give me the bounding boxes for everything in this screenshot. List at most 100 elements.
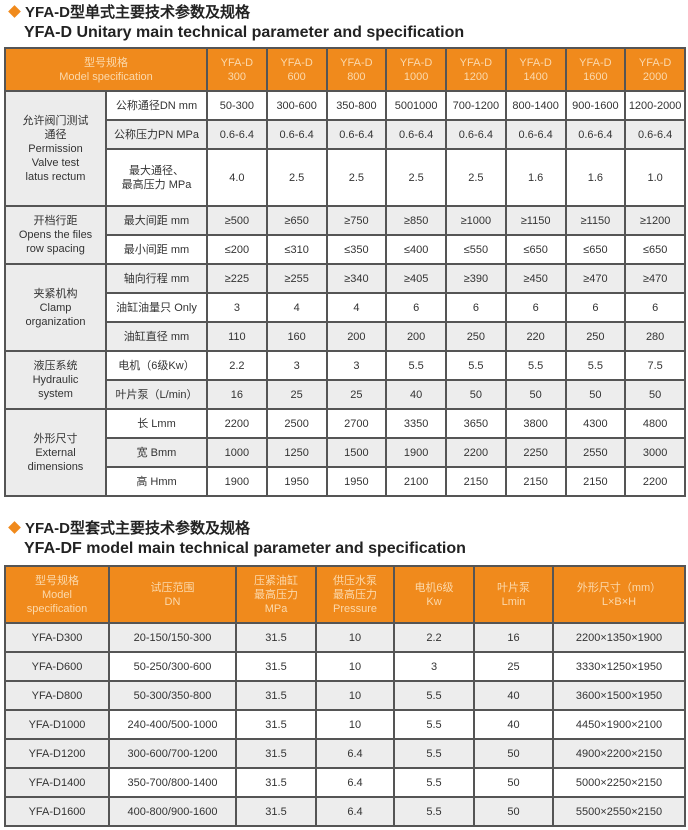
value-cell: ≤400 xyxy=(385,234,447,265)
value-cell: 0.6-6.4 xyxy=(504,119,567,150)
value-cell: ≤350 xyxy=(325,234,388,265)
value-cell: 800-1400 xyxy=(504,90,567,121)
value-cell: 2700 xyxy=(325,408,388,439)
value-cell: 3330×1250×1950 xyxy=(552,651,686,682)
value-cell: 1950 xyxy=(265,466,328,497)
value-cell: 50 xyxy=(504,379,567,410)
model-header: YFA-D 1600 xyxy=(564,47,627,92)
value-cell: ≥1150 xyxy=(564,205,627,236)
model-cell: YFA-D1000 xyxy=(4,709,110,740)
value-cell: 700-1200 xyxy=(445,90,507,121)
value-cell: 240-400/500-1000 xyxy=(108,709,237,740)
cell-text-line: 开档行距 xyxy=(33,215,78,227)
group-label: 允许阀门测试 通径 Permission Valve test latus rectum xyxy=(4,90,107,207)
value-cell: 3 xyxy=(393,651,475,682)
cell-text-line: system xyxy=(38,388,73,400)
cell-text-line: 长 Lmm xyxy=(137,417,176,430)
value-cell: 50-300 xyxy=(206,90,268,121)
model-cell: YFA-D600 xyxy=(4,651,110,682)
value-cell: 2500 xyxy=(265,408,328,439)
cell-text-line: 供压水泵 xyxy=(333,574,377,587)
model-header: YFA-D 1000 xyxy=(385,47,447,92)
value-cell: 25 xyxy=(473,651,554,682)
value-cell: 220 xyxy=(504,321,567,352)
diamond-bullet-icon xyxy=(8,5,21,18)
value-cell: ≤650 xyxy=(504,234,567,265)
param-label: 油缸直径 mm xyxy=(105,321,208,352)
value-cell: 50-250/300-600 xyxy=(108,651,237,682)
model-cell: YFA-D1400 xyxy=(4,767,110,798)
value-cell: 5001000 xyxy=(385,90,447,121)
value-cell: 1900 xyxy=(385,437,447,468)
value-cell: 3800 xyxy=(504,408,567,439)
value-cell: ≥450 xyxy=(504,263,567,294)
value-cell: 350-800 xyxy=(325,90,388,121)
cell-text-line: 油缸油量只 Only xyxy=(116,301,197,314)
cell-text-line: 叶片泵 xyxy=(497,581,530,594)
value-cell: 4800 xyxy=(624,408,686,439)
table-row: 开档行距 Opens the files row spacing 最大间距 mm ≥50… xyxy=(4,205,686,265)
table-row: 夹紧机构 Clamp organization 轴向行程 mm ≥225 ≥255 ≥340… xyxy=(4,263,686,352)
param-label: 最小间距 mm xyxy=(105,234,208,265)
model-cell: YFA-D1200 xyxy=(4,738,110,769)
cell-text-line: 电机（6级Kw） xyxy=(118,359,195,372)
value-cell: 200 xyxy=(325,321,388,352)
value-cell: 7.5 xyxy=(624,350,686,381)
value-cell: 1900 xyxy=(206,466,268,497)
cell-text-line: 2000 xyxy=(642,70,668,83)
value-cell: 2.2 xyxy=(206,350,268,381)
model-header: YFA-D 300 xyxy=(206,47,268,92)
value-cell: 6.4 xyxy=(315,796,395,827)
cell-text-line: 最高压力 xyxy=(254,588,298,601)
value-cell: 50 xyxy=(473,738,554,769)
value-cell: ≥390 xyxy=(445,263,507,294)
value-cell: 25 xyxy=(265,379,328,410)
param-label: 最大间距 mm xyxy=(105,205,208,236)
cell-text-line: L×B×H xyxy=(601,595,637,608)
model-header: YFA-D 1200 xyxy=(445,47,507,92)
cell-text-line: MPa xyxy=(264,602,288,615)
value-cell: 1200-2000 xyxy=(624,90,686,121)
value-cell: 1250 xyxy=(265,437,328,468)
value-cell: 5.5 xyxy=(393,796,475,827)
param-label: 最大通径、 最高压力 MPa xyxy=(105,148,208,207)
value-cell: 2250 xyxy=(504,437,567,468)
cell-text-line: 800 xyxy=(347,70,366,83)
value-cell: 2150 xyxy=(445,466,507,497)
value-cell: 10 xyxy=(315,709,395,740)
cell-text-line: organization xyxy=(25,315,86,328)
table-row: YFA-D1000 240-400/500-1000 31.5 10 5.5 40 4450… xyxy=(4,709,686,740)
value-cell: 0.6-6.4 xyxy=(265,119,328,150)
value-cell: ≥650 xyxy=(265,205,328,236)
model-cell: YFA-D1600 xyxy=(4,796,110,827)
value-cell: 5.5 xyxy=(445,350,507,381)
group-label: 开档行距 Opens the files row spacing xyxy=(4,205,107,265)
table-row: YFA-D1600 400-800/900-1600 31.5 6.4 5.5 50 550… xyxy=(4,796,686,827)
cell-text-line: Kw xyxy=(426,595,442,608)
value-cell: 31.5 xyxy=(235,651,317,682)
value-cell: 6 xyxy=(445,292,507,323)
value-cell: 5.5 xyxy=(504,350,567,381)
cell-text-line: 外形尺寸（mm） xyxy=(576,581,662,594)
cell-text-line: External xyxy=(35,446,76,459)
value-cell: ≥850 xyxy=(385,205,447,236)
cell-text-line: YFA-D xyxy=(638,56,672,69)
table-row: 液压系统 Hydraulic system 电机（6级Kw） 2.2 3 3 5.5 5.5 5.… xyxy=(4,350,686,410)
title-text: YFA-D型单式主要技术参数及规格 xyxy=(25,4,251,21)
value-cell: 5.5 xyxy=(564,350,627,381)
value-cell: 300-600/700-1200 xyxy=(108,738,237,769)
value-cell: 50 xyxy=(473,796,554,827)
value-cell: 40 xyxy=(473,709,554,740)
value-cell: 31.5 xyxy=(235,709,317,740)
value-cell: 350-700/800-1400 xyxy=(108,767,237,798)
cell-text-line: DN xyxy=(164,595,181,608)
value-cell: 2.5 xyxy=(385,148,447,207)
cell-text-line: 高 Hmm xyxy=(136,475,177,488)
value-cell: 31.5 xyxy=(235,767,317,798)
cell-text-line: 公称压力PN MPa xyxy=(114,128,199,141)
value-cell: ≥255 xyxy=(265,263,328,294)
table-row: 外形尺寸 External dimensions 长 Lmm 2200 2500 2700 3… xyxy=(4,408,686,497)
cell-text-line: YFA-D xyxy=(220,56,254,69)
model-header: YFA-D 2000 xyxy=(624,47,686,92)
value-cell: 5.5 xyxy=(393,738,475,769)
